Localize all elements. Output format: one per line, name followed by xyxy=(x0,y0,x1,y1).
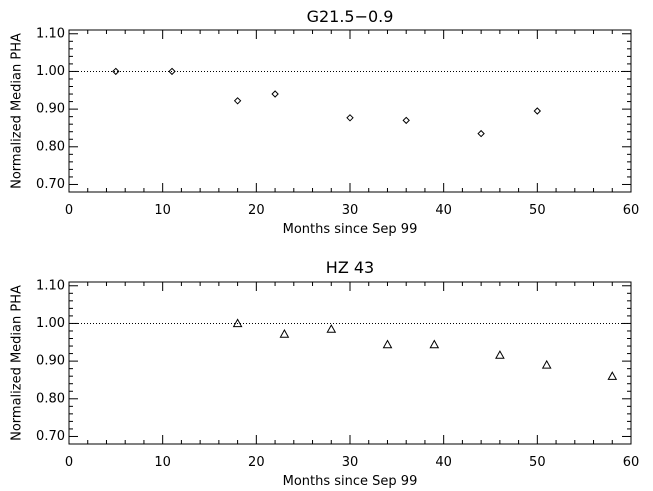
y-tick-label: 0.90 xyxy=(36,102,65,117)
data-point xyxy=(326,324,337,333)
data-point xyxy=(533,107,542,115)
plot-frame xyxy=(68,29,632,193)
y-tick-label: 1.00 xyxy=(36,64,65,79)
data-point xyxy=(233,97,242,105)
x-axis-label: Months since Sep 99 xyxy=(283,474,418,489)
data-point xyxy=(495,350,505,359)
chart-panel-top: G21.5−0.9 Months since Sep 99 Normalized M… xyxy=(10,7,640,237)
data-point xyxy=(541,359,552,369)
y-tick-label: 0.70 xyxy=(36,429,65,444)
chart-title: G21.5−0.9 xyxy=(307,7,394,26)
x-tick-label: 40 xyxy=(435,455,452,470)
x-tick-label: 10 xyxy=(154,203,171,218)
y-tick-label: 0.70 xyxy=(36,177,65,192)
y-tick-label: 0.80 xyxy=(36,391,65,406)
data-point xyxy=(402,116,410,125)
y-axis-label: Normalized Median PHA xyxy=(10,33,25,189)
x-tick-label: 0 xyxy=(65,203,73,218)
data-point xyxy=(168,67,176,76)
y-tick-label: 1.00 xyxy=(36,316,65,331)
y-tick-label: 0.90 xyxy=(36,354,65,369)
data-point xyxy=(112,67,120,76)
chart-title: HZ 43 xyxy=(326,258,374,277)
y-tick-label: 0.80 xyxy=(36,139,65,154)
y-tick-label: 1.10 xyxy=(36,26,65,41)
chart-panel-bottom: HZ 43 Months since Sep 99 Normalized Media… xyxy=(10,258,640,489)
x-tick-label: 20 xyxy=(248,203,265,218)
x-tick-label: 50 xyxy=(529,455,546,470)
data-point xyxy=(429,339,440,349)
x-tick-label: 40 xyxy=(435,203,452,218)
x-tick-label: 10 xyxy=(154,455,171,470)
x-tick-label: 30 xyxy=(342,455,359,470)
data-point xyxy=(382,339,393,349)
plot-frame xyxy=(68,281,632,445)
x-tick-label: 30 xyxy=(342,203,359,218)
x-tick-label: 60 xyxy=(623,203,640,218)
y-axis-label: Normalized Median PHA xyxy=(10,285,25,441)
x-tick-label: 50 xyxy=(529,203,546,218)
data-point xyxy=(271,90,279,98)
x-tick-label: 60 xyxy=(623,455,640,470)
x-tick-label: 20 xyxy=(248,455,265,470)
data-point xyxy=(232,318,243,328)
x-tick-label: 0 xyxy=(65,455,73,470)
data-point xyxy=(477,129,485,138)
data-point xyxy=(279,328,290,338)
x-axis-label: Months since Sep 99 xyxy=(283,222,418,237)
data-point xyxy=(607,371,618,380)
y-tick-label: 1.10 xyxy=(36,278,65,293)
data-point xyxy=(346,114,354,122)
